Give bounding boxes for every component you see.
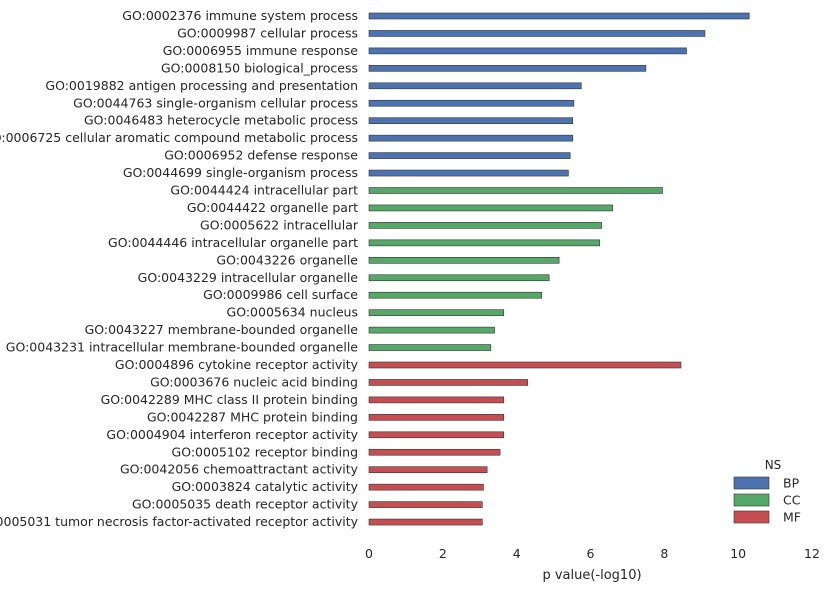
x-tick-label: 12 bbox=[804, 546, 820, 561]
category-label: GO:0005031 tumor necrosis factor-activat… bbox=[0, 514, 359, 529]
bar-bp-8 bbox=[368, 152, 571, 159]
category-label: GO:0002376 immune system process bbox=[122, 8, 358, 23]
category-label: GO:0003676 nucleic acid binding bbox=[150, 374, 358, 389]
legend-swatch-cc bbox=[733, 493, 770, 507]
category-label: GO:0005035 death receptor activity bbox=[132, 497, 359, 512]
bar-bp-0 bbox=[368, 12, 750, 20]
category-label: GO:0006725 cellular aromatic compound me… bbox=[0, 130, 358, 145]
bar-cc-12 bbox=[368, 222, 602, 229]
bar-mf-22 bbox=[368, 396, 505, 404]
bar-bp-5 bbox=[368, 99, 575, 107]
category-label: GO:0005634 nucleus bbox=[227, 305, 358, 320]
category-label: GO:0043231 intracellular membrane-bounde… bbox=[6, 340, 359, 355]
bar-bp-1 bbox=[368, 30, 706, 37]
category-label: GO:0042056 chemoattractant activity bbox=[120, 462, 359, 477]
category-labels: GO:0002376 immune system process GO:00099… bbox=[0, 8, 359, 529]
x-tick-label: 4 bbox=[513, 546, 521, 561]
legend-swatch-bp bbox=[733, 476, 770, 490]
category-label: GO:0019882 antigen processing and presen… bbox=[45, 78, 358, 93]
bar-mf-20 bbox=[368, 361, 682, 369]
category-label: GO:0044424 intracellular part bbox=[170, 183, 358, 198]
category-label: GO:0043226 organelle bbox=[216, 252, 358, 267]
bar-bp-4 bbox=[368, 82, 582, 90]
category-label: GO:0006955 immune response bbox=[163, 43, 359, 58]
bar-bp-2 bbox=[368, 47, 687, 55]
bar-cc-18 bbox=[368, 326, 495, 334]
category-label: GO:0044422 organelle part bbox=[187, 200, 358, 215]
x-tick-label: 2 bbox=[439, 546, 447, 561]
bar-cc-19 bbox=[368, 344, 492, 351]
bar-cc-16 bbox=[368, 291, 543, 299]
x-tick-label: 0 bbox=[365, 546, 373, 561]
bar-mf-24 bbox=[368, 431, 505, 439]
bar-cc-13 bbox=[368, 239, 601, 247]
legend: NS BP CC MF bbox=[733, 458, 801, 525]
category-label: GO:0004904 interferon receptor activity bbox=[106, 427, 358, 442]
bar-mf-29 bbox=[368, 518, 483, 526]
category-label: GO:0005622 intracellular bbox=[200, 217, 359, 232]
x-axis-ticks: 0 2 4 6 8 10 12 bbox=[365, 546, 820, 561]
bar-mf-21 bbox=[368, 379, 529, 386]
category-label: GO:0042287 MHC protein binding bbox=[147, 409, 358, 424]
legend-swatch-mf bbox=[733, 510, 770, 524]
category-label: GO:0009986 cell surface bbox=[203, 287, 358, 302]
x-axis-label: p value(-log10) bbox=[542, 568, 641, 583]
bar-cc-10 bbox=[368, 187, 663, 194]
bars-layer bbox=[368, 12, 750, 526]
category-label: GO:0004896 cytokine receptor activity bbox=[115, 357, 359, 372]
bar-mf-27 bbox=[368, 483, 484, 491]
bar-mf-23 bbox=[368, 414, 505, 421]
category-label: GO:0043227 membrane-bounded organelle bbox=[85, 322, 359, 337]
bar-cc-14 bbox=[368, 256, 560, 264]
x-tick-label: 8 bbox=[660, 546, 668, 561]
category-label: GO:0003824 catalytic activity bbox=[172, 479, 359, 494]
bar-bp-7 bbox=[368, 134, 574, 142]
bar-cc-15 bbox=[368, 274, 550, 282]
bar-bp-9 bbox=[368, 169, 569, 177]
category-label: GO:0046483 heterocycle metabolic process bbox=[84, 113, 358, 128]
bar-mf-26 bbox=[368, 466, 488, 474]
x-tick-label: 6 bbox=[587, 546, 595, 561]
bar-cc-17 bbox=[368, 309, 505, 316]
category-label: GO:0044763 single-organism cellular proc… bbox=[73, 95, 358, 110]
category-label: GO:0044699 single-organism process bbox=[123, 165, 358, 180]
category-label: GO:0009987 cellular process bbox=[177, 25, 358, 40]
legend-label-mf: MF bbox=[783, 510, 801, 525]
legend-label-bp: BP bbox=[783, 476, 800, 491]
bar-mf-25 bbox=[368, 448, 501, 456]
category-label: GO:0044446 intracellular organelle part bbox=[108, 235, 358, 250]
bar-mf-28 bbox=[368, 501, 483, 508]
legend-title: NS bbox=[765, 458, 782, 472]
category-label: GO:0043229 intracellular organelle bbox=[138, 270, 359, 285]
bar-bp-6 bbox=[368, 117, 574, 124]
bar-cc-11 bbox=[368, 204, 613, 212]
bar-bp-3 bbox=[368, 65, 647, 72]
category-label: GO:0008150 biological_process bbox=[161, 60, 358, 75]
category-label: GO:0005102 receptor binding bbox=[172, 444, 358, 459]
category-label: GO:0006952 defense response bbox=[164, 148, 358, 163]
legend-label-cc: CC bbox=[783, 493, 801, 508]
category-label: GO:0042289 MHC class II protein binding bbox=[101, 392, 358, 407]
x-tick-label: 10 bbox=[730, 546, 746, 561]
